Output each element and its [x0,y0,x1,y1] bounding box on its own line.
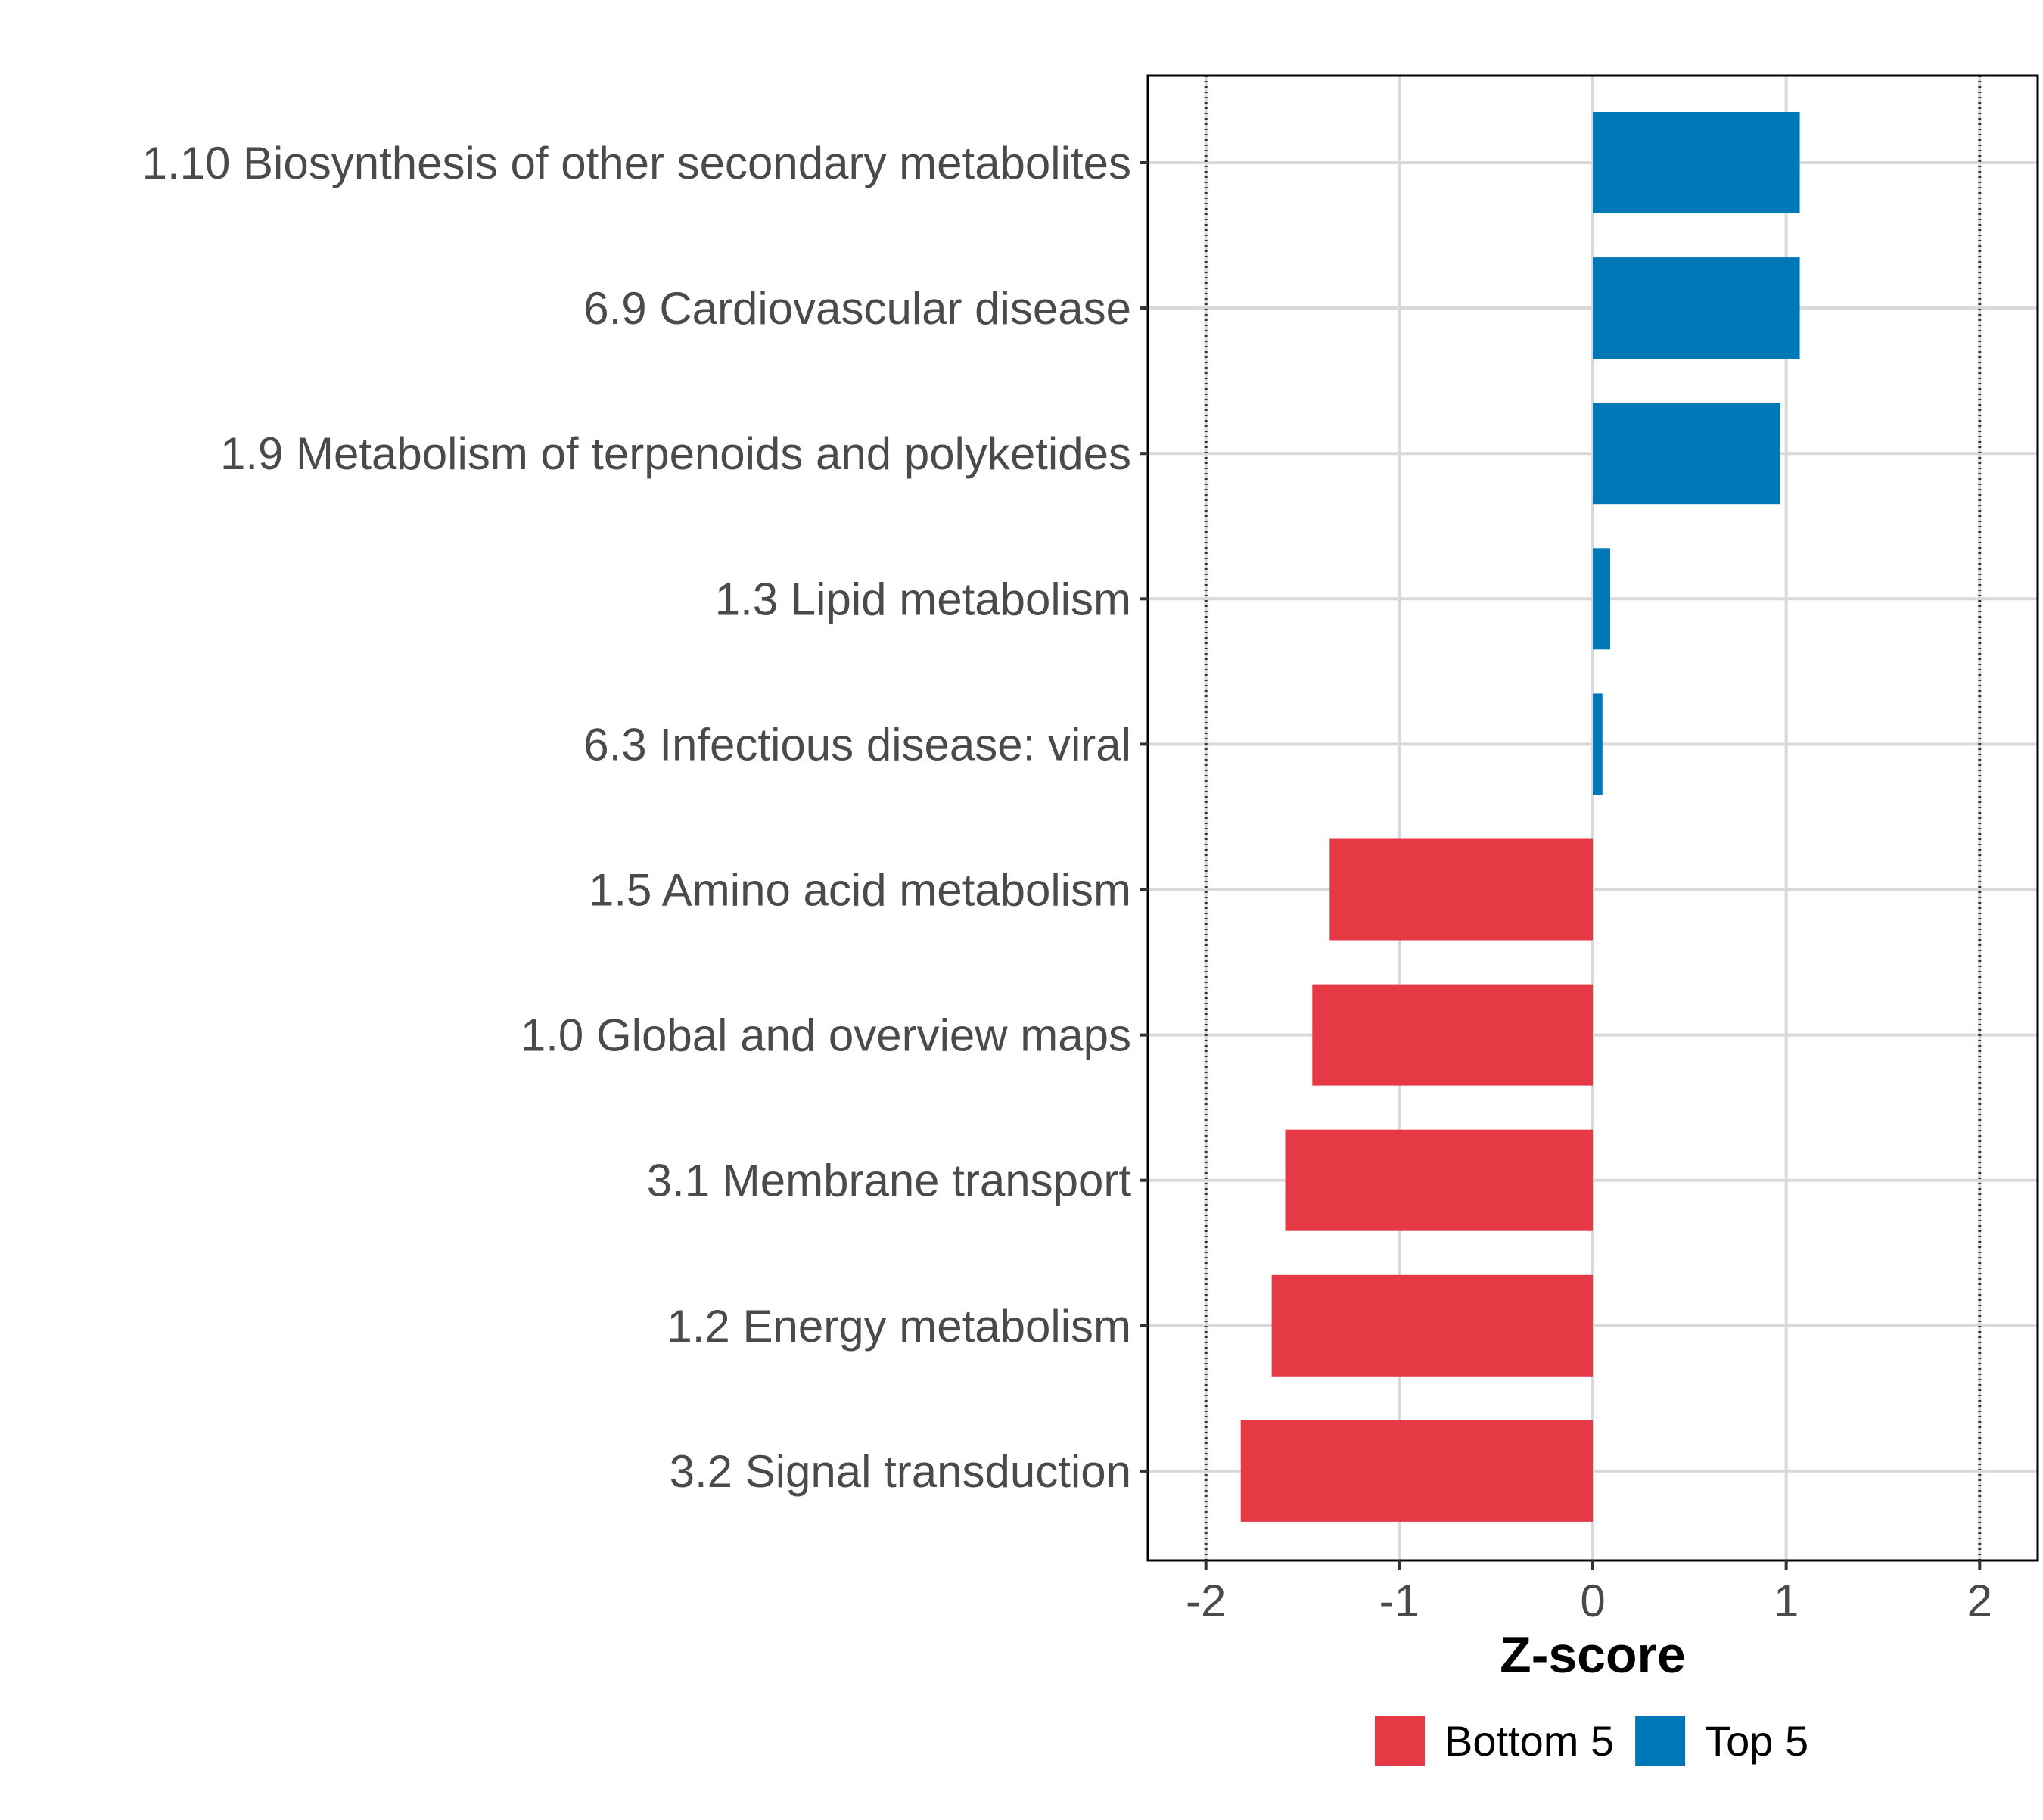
y-tick-label: 6.9 Cardiovascular disease [583,283,1131,334]
y-tick-label: 6.3 Infectious disease: viral [583,719,1131,770]
bar-1-9-metabolism-of-terpenoids-and-polyketides [1593,403,1780,505]
y-axis: 1.10 Biosynthesis of other secondary met… [142,138,1148,1497]
y-tick-label: 1.9 Metabolism of terpenoids and polyket… [220,428,1131,479]
bar-3-2-signal-transduction [1240,1420,1593,1522]
x-tick-label: 2 [1967,1576,1992,1626]
x-axis: -2 -1 0 1 2 [1186,1560,1992,1626]
y-tick-label: 3.1 Membrane transport [647,1156,1132,1206]
bar-1-0-global-and-overview-maps [1312,984,1593,1086]
bar-6-3-infectious-disease-viral [1593,693,1603,795]
legend-swatch-bottom-5 [1375,1716,1425,1766]
legend-label-top-5: Top 5 [1705,1717,1808,1765]
y-tick-label: 1.10 Biosynthesis of other secondary met… [142,138,1131,188]
y-tick-label: 3.2 Signal transduction [670,1446,1131,1497]
y-tick-label: 1.5 Amino acid metabolism [589,865,1131,916]
x-tick-label: 1 [1774,1576,1799,1626]
x-tick-label: -1 [1379,1576,1420,1626]
y-tick-label: 1.2 Energy metabolism [667,1301,1131,1352]
bar-1-5-amino-acid-metabolism [1329,838,1593,941]
y-tick-label: 1.0 Global and overview maps [521,1010,1131,1061]
bar-3-1-membrane-transport [1285,1129,1593,1231]
legend-label-bottom-5: Bottom 5 [1444,1717,1614,1765]
reference-lines-layer [1204,76,1982,1560]
x-axis-title: Z-score [1500,1626,1686,1684]
bar-1-2-energy-metabolism [1271,1274,1593,1377]
x-tick-label: 0 [1580,1576,1605,1626]
legend: Bottom 5 Top 5 [1375,1716,1808,1766]
x-tick-label: -2 [1186,1576,1226,1626]
y-tick-label: 1.3 Lipid metabolism [715,574,1131,624]
bar-1-3-lipid-metabolism [1593,548,1611,650]
bar-6-9-cardiovascular-disease [1593,257,1800,359]
legend-swatch-top-5 [1635,1716,1686,1766]
bars-layer [1240,112,1800,1522]
bar-1-10-biosynthesis-of-other-secondary-metabolites [1593,112,1800,213]
